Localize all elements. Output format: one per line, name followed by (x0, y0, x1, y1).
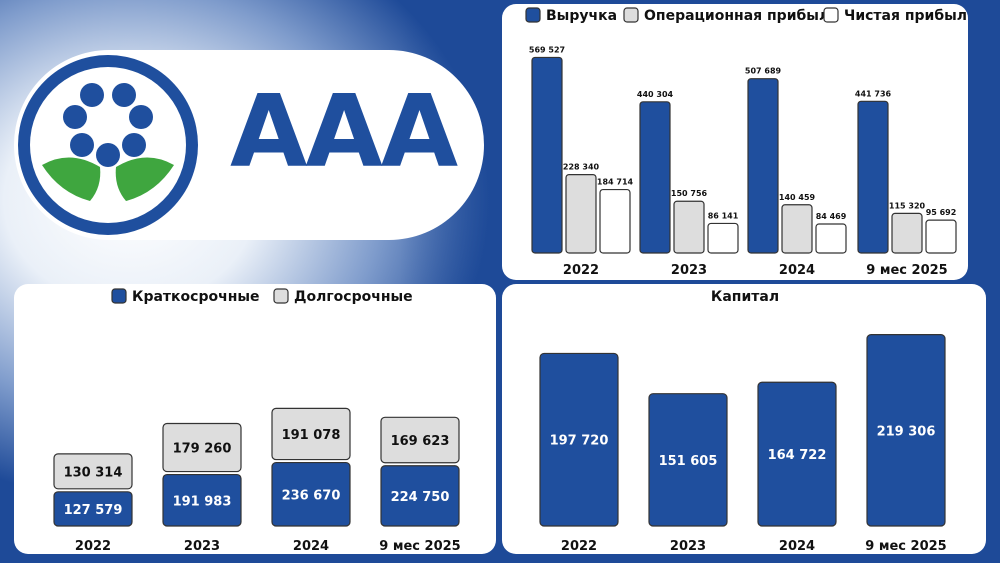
data-label: 191 078 (282, 428, 341, 443)
data-label: 164 722 (768, 448, 827, 463)
capital-chart-panel: Капитал 197 720 2022 151 605 2023 164 722 2024… (502, 284, 986, 554)
data-label: 151 605 (659, 454, 718, 469)
bar-short-term (380, 465, 460, 527)
revenue-profit-chart: Выручка Операционная прибыль Чистая прибыл… (525, 7, 968, 278)
data-label: 507 689 (745, 67, 782, 76)
category-label: 2023 (670, 539, 706, 554)
data-label: 219 306 (877, 424, 936, 439)
bar-short-term (53, 491, 133, 527)
data-label: 140 459 (779, 193, 816, 202)
data-label: 130 314 (64, 465, 123, 480)
data-label: 95 692 (926, 208, 957, 217)
category-label: 2022 (561, 539, 597, 554)
bar-operating-profit (565, 174, 597, 254)
data-label: 224 750 (391, 490, 450, 505)
bar-capital (757, 381, 837, 527)
bar-revenue (747, 78, 779, 254)
legend-label: Долгосрочные (294, 289, 413, 305)
data-label: 191 983 (173, 494, 232, 509)
legend-label: Выручка (546, 8, 617, 24)
category-label: 9 мес 2025 (379, 539, 460, 554)
bar-revenue (531, 56, 563, 254)
data-label: 150 756 (671, 189, 708, 198)
bar-short-term (162, 473, 242, 527)
data-label: 236 670 (282, 488, 341, 503)
chart-title: Капитал (711, 289, 779, 305)
legend-label: Чистая прибыль (844, 8, 968, 24)
data-label: 86 141 (708, 211, 739, 220)
revenue-profit-chart-panel: Выручка Операционная прибыль Чистая прибыл… (502, 4, 968, 280)
bar-long-term (380, 416, 460, 464)
legend-swatch (525, 7, 541, 23)
legend-label: Операционная прибыль (644, 8, 838, 24)
data-label: 115 320 (889, 201, 926, 210)
bar-capital (648, 393, 728, 527)
bar-operating-profit (781, 204, 813, 254)
category-label: 9 мес 2025 (865, 539, 946, 554)
legend-swatch (111, 288, 127, 304)
legend-swatch (273, 288, 289, 304)
bar-net-profit (925, 219, 957, 254)
data-label: 197 720 (550, 434, 609, 449)
category-label: 2024 (293, 539, 329, 554)
category-label: 2024 (779, 539, 815, 554)
data-label: 84 469 (816, 212, 847, 221)
data-label: 179 260 (173, 442, 232, 457)
bar-revenue (857, 100, 889, 254)
data-label: 169 623 (391, 434, 450, 449)
bar-capital (539, 352, 619, 527)
bar-revenue (639, 101, 671, 254)
category-label: 2023 (184, 539, 220, 554)
bar-net-profit (599, 188, 631, 254)
data-label: 440 304 (637, 90, 674, 99)
bar-operating-profit (673, 200, 705, 254)
bar-short-term (271, 461, 351, 527)
flower-icon (42, 83, 174, 201)
bar-net-profit (815, 223, 847, 254)
bar-operating-profit (891, 212, 923, 254)
category-label: 2023 (671, 263, 707, 278)
legend-label: Краткосрочные (132, 289, 260, 305)
category-label: 9 мес 2025 (866, 263, 947, 278)
data-label: 569 527 (529, 45, 565, 54)
category-label: 2022 (75, 539, 111, 554)
logo-wordmark: AAA (230, 73, 458, 190)
data-label: 184 714 (597, 178, 634, 187)
data-label: 127 579 (64, 503, 123, 518)
bar-long-term (162, 422, 242, 473)
bar-net-profit (707, 222, 739, 254)
bar-long-term (271, 407, 351, 461)
debt-chart-panel: Краткосрочные Долгосрочные 127 579 130 314 2… (14, 284, 496, 554)
debt-chart: Краткосрочные Долгосрочные 127 579 130 314 2… (53, 288, 461, 554)
data-label: 441 736 (855, 89, 892, 98)
bar-long-term (53, 453, 133, 490)
bar-capital (866, 334, 946, 527)
category-label: 2022 (563, 263, 599, 278)
category-label: 2024 (779, 263, 815, 278)
legend-swatch (623, 7, 639, 23)
legend-swatch (823, 7, 839, 23)
capital-chart: Капитал 197 720 2022 151 605 2023 164 722 2024… (539, 289, 947, 554)
data-label: 228 340 (563, 163, 600, 172)
